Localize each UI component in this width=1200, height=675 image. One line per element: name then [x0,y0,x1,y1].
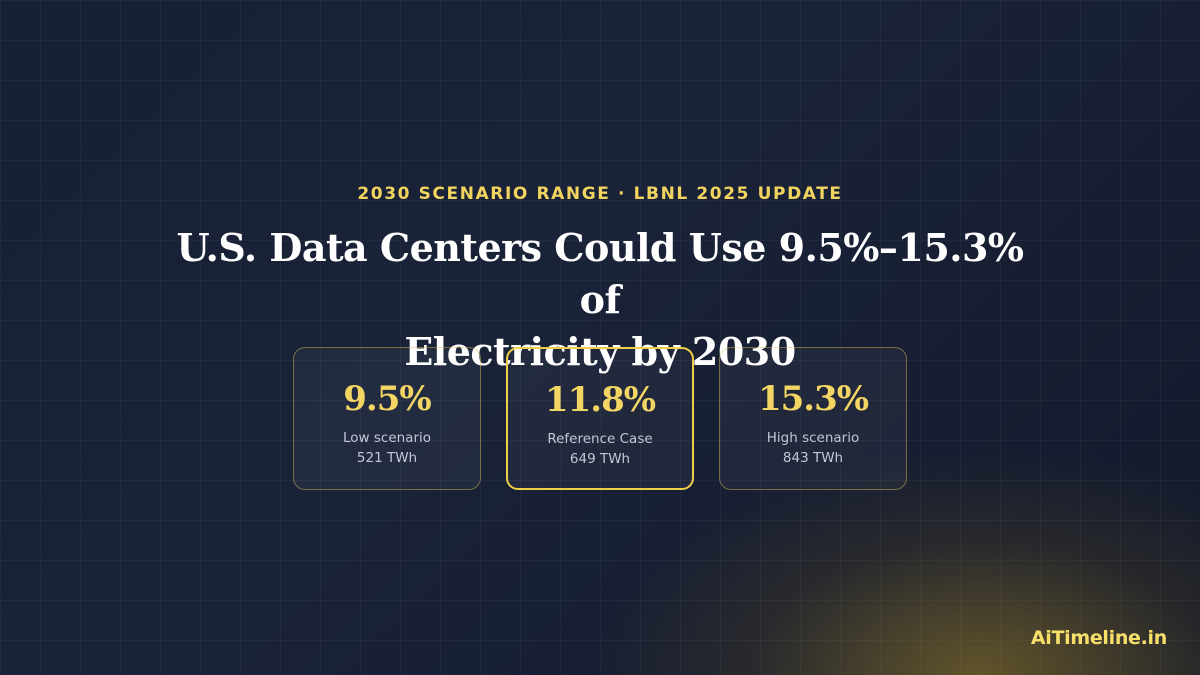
page-title: U.S. Data Centers Could Use 9.5%–15.3% o… [150,222,1050,378]
eyebrow-label: 2030 SCENARIO RANGE · LBNL 2025 UPDATE [357,184,843,204]
scenario-label: Reference Case [547,431,653,447]
scenario-value: 11.8% [544,380,656,420]
scenario-value: 9.5% [343,379,431,419]
scenario-twh: 843 TWh [782,450,844,466]
scenario-twh: 521 TWh [356,450,418,466]
scenario-label: Low scenario [342,430,432,446]
scenario-cards: 9.5% Low scenario 521 TWh 11.8% Referenc… [293,347,907,492]
scenario-twh: 649 TWh [569,451,631,467]
scenario-card-high: 15.3% High scenario 843 TWh [719,347,907,490]
scenario-card-reference: 11.8% Reference Case 649 TWh [506,347,694,490]
scenario-label: High scenario [766,430,860,446]
scenario-card-low: 9.5% Low scenario 521 TWh [293,347,481,490]
title-line-1: U.S. Data Centers Could Use 9.5%–15.3% o… [176,225,1024,322]
scenario-value: 15.3% [757,379,869,419]
brand-logo-text: AiTimeline.in [1030,627,1167,649]
